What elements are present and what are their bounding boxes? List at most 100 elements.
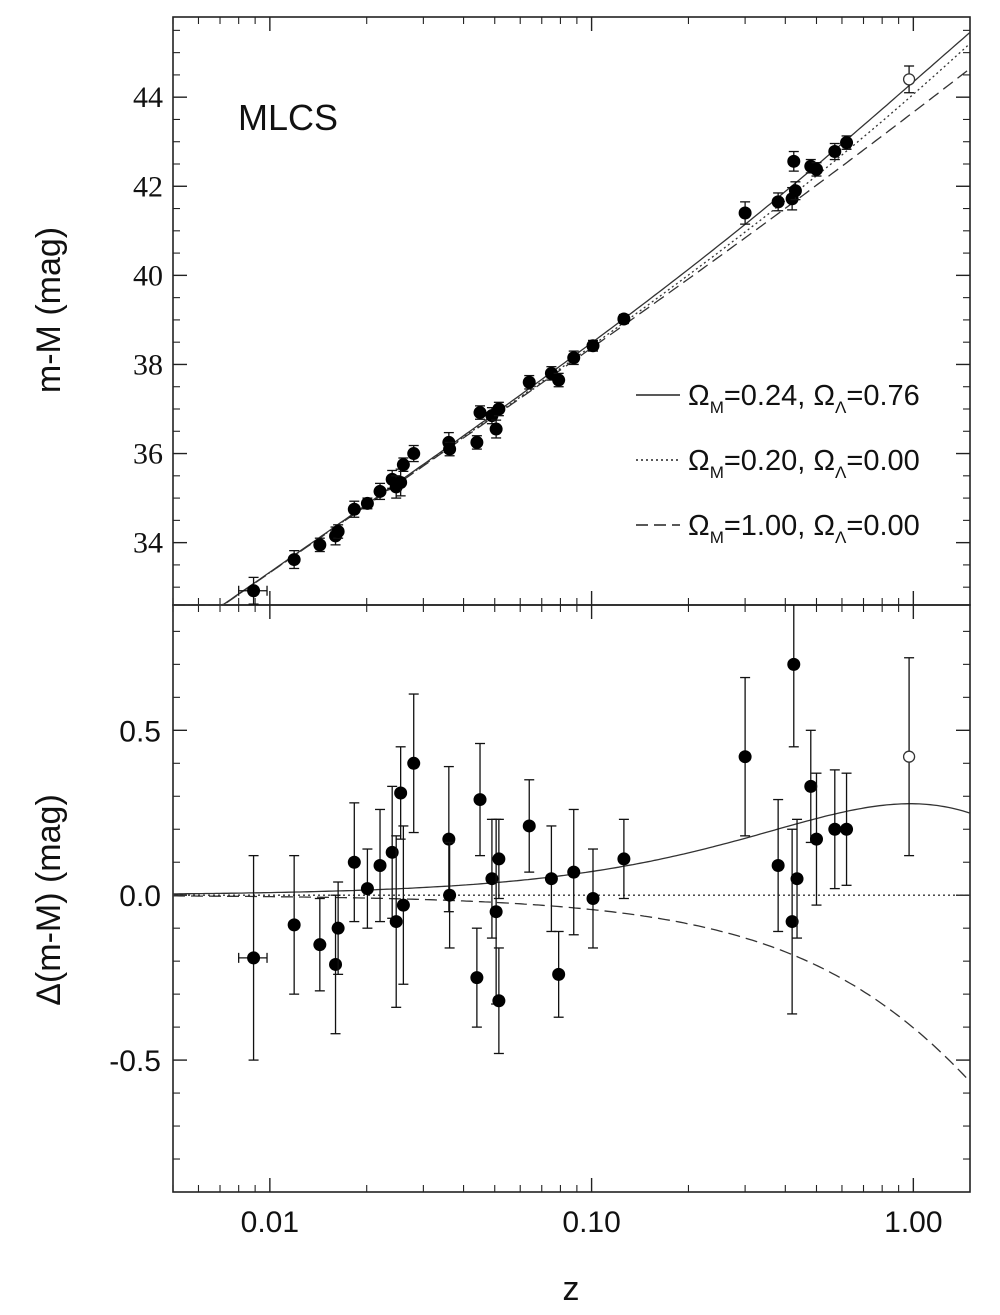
bottom-marker <box>586 892 600 905</box>
bottom-marker <box>385 845 399 859</box>
bottom-point <box>396 825 410 985</box>
top-point <box>552 372 566 388</box>
top-point <box>787 150 801 172</box>
bottom-point <box>492 818 506 900</box>
top-marker <box>492 402 506 416</box>
bottom-marker <box>771 859 785 873</box>
bottom-marker <box>567 865 581 879</box>
top-marker <box>552 373 566 387</box>
bottom-marker <box>442 832 456 846</box>
top-marker <box>247 584 261 598</box>
top-point <box>771 192 785 212</box>
bottom-point <box>828 769 842 890</box>
top-marker <box>567 351 581 365</box>
bottom-point <box>492 947 506 1055</box>
x-axis: 0.01 0.10 1.00 <box>172 17 943 1239</box>
bottom-marker <box>790 872 804 886</box>
bottom-point <box>804 729 818 844</box>
bottom-point <box>790 818 804 939</box>
x-tick-label: 0.10 <box>562 1206 620 1239</box>
top-marker <box>738 206 752 220</box>
top-point <box>617 312 631 326</box>
bottom-marker <box>785 915 799 929</box>
x-tick-label: 0.01 <box>241 1206 299 1239</box>
top-marker <box>373 484 387 498</box>
bottom-point <box>617 818 631 900</box>
top-point <box>788 181 802 201</box>
legend-entry-1: ΩM=0.24, ΩΛ=0.76 <box>688 380 920 417</box>
bottom-point <box>385 785 399 919</box>
top-marker <box>407 447 421 461</box>
panel-annotation: MLCS <box>238 97 338 138</box>
bottom-point <box>347 802 361 923</box>
bottom-marker <box>313 938 327 952</box>
bottom-marker <box>738 750 752 764</box>
top-marker <box>313 538 327 552</box>
top-point <box>443 441 457 457</box>
bottom-marker <box>522 819 536 833</box>
bottom-point <box>586 848 600 949</box>
top-point <box>840 135 854 150</box>
bottom-marker <box>840 822 854 836</box>
top-marker <box>360 496 374 510</box>
top-point <box>360 496 374 510</box>
top-point <box>828 142 842 161</box>
bottom-y-tick-label: 0.0 <box>119 880 161 913</box>
bottom-point <box>373 808 387 923</box>
bottom-marker <box>489 905 503 919</box>
bottom-y-axis: -0.5 0.0 0.5 <box>109 630 970 1160</box>
bottom-point <box>738 676 752 837</box>
bottom-point <box>331 881 345 975</box>
bottom-point <box>567 808 581 936</box>
top-point <box>489 419 503 439</box>
bottom-marker <box>828 822 842 836</box>
top-marker <box>771 195 785 209</box>
top-point <box>738 201 752 225</box>
bottom-marker <box>373 859 387 873</box>
bottom-point <box>771 798 785 933</box>
top-marker <box>347 502 361 516</box>
top-point <box>473 405 487 420</box>
top-y-tick-label: 38 <box>133 348 163 381</box>
bottom-point <box>787 605 801 748</box>
top-point <box>287 550 301 570</box>
top-point <box>373 482 387 501</box>
bottom-marker <box>809 832 823 846</box>
top-y-tick-label: 40 <box>133 259 163 292</box>
x-axis-label: z <box>563 1270 580 1308</box>
bottom-point <box>470 927 484 1028</box>
top-marker <box>443 442 457 456</box>
top-point <box>522 374 536 390</box>
bottom-marker <box>389 915 403 929</box>
bottom-data-points <box>238 605 916 1061</box>
top-marker <box>473 406 487 420</box>
bottom-point <box>809 772 823 906</box>
legend: ΩM=0.24, ΩΛ=0.76 ΩM=0.20, ΩΛ=0.00 ΩM=1.0… <box>636 380 920 547</box>
top-point <box>902 65 916 94</box>
top-y-tick-label: 42 <box>133 170 163 203</box>
bottom-y-tick-label: -0.5 <box>109 1045 161 1078</box>
top-y-axis: 34 36 38 40 42 44 <box>133 29 970 588</box>
top-marker <box>617 312 631 326</box>
bottom-point <box>902 657 916 857</box>
top-point <box>407 444 421 463</box>
bottom-point <box>840 772 854 886</box>
bottom-point <box>522 779 536 873</box>
bottom-marker <box>329 957 343 971</box>
bottom-marker <box>470 971 484 985</box>
legend-entry-2: ΩM=0.20, ΩΛ=0.00 <box>688 445 920 482</box>
bottom-point <box>489 818 503 1005</box>
bottom-point <box>473 742 487 857</box>
top-marker <box>788 184 802 198</box>
bottom-model-curve-einstein-de-sitter <box>173 895 971 1083</box>
legend-entry-3: ΩM=1.00, ΩΛ=0.00 <box>688 510 920 547</box>
top-marker <box>809 162 823 176</box>
bottom-marker <box>394 786 408 800</box>
bottom-point <box>407 693 421 834</box>
bottom-y-tick-label: 0.5 <box>119 715 161 748</box>
bottom-y-axis-label: Δ(m-M) (mag) <box>30 794 68 1006</box>
bottom-marker <box>804 779 818 793</box>
bottom-marker <box>287 918 301 932</box>
top-marker <box>287 553 301 567</box>
